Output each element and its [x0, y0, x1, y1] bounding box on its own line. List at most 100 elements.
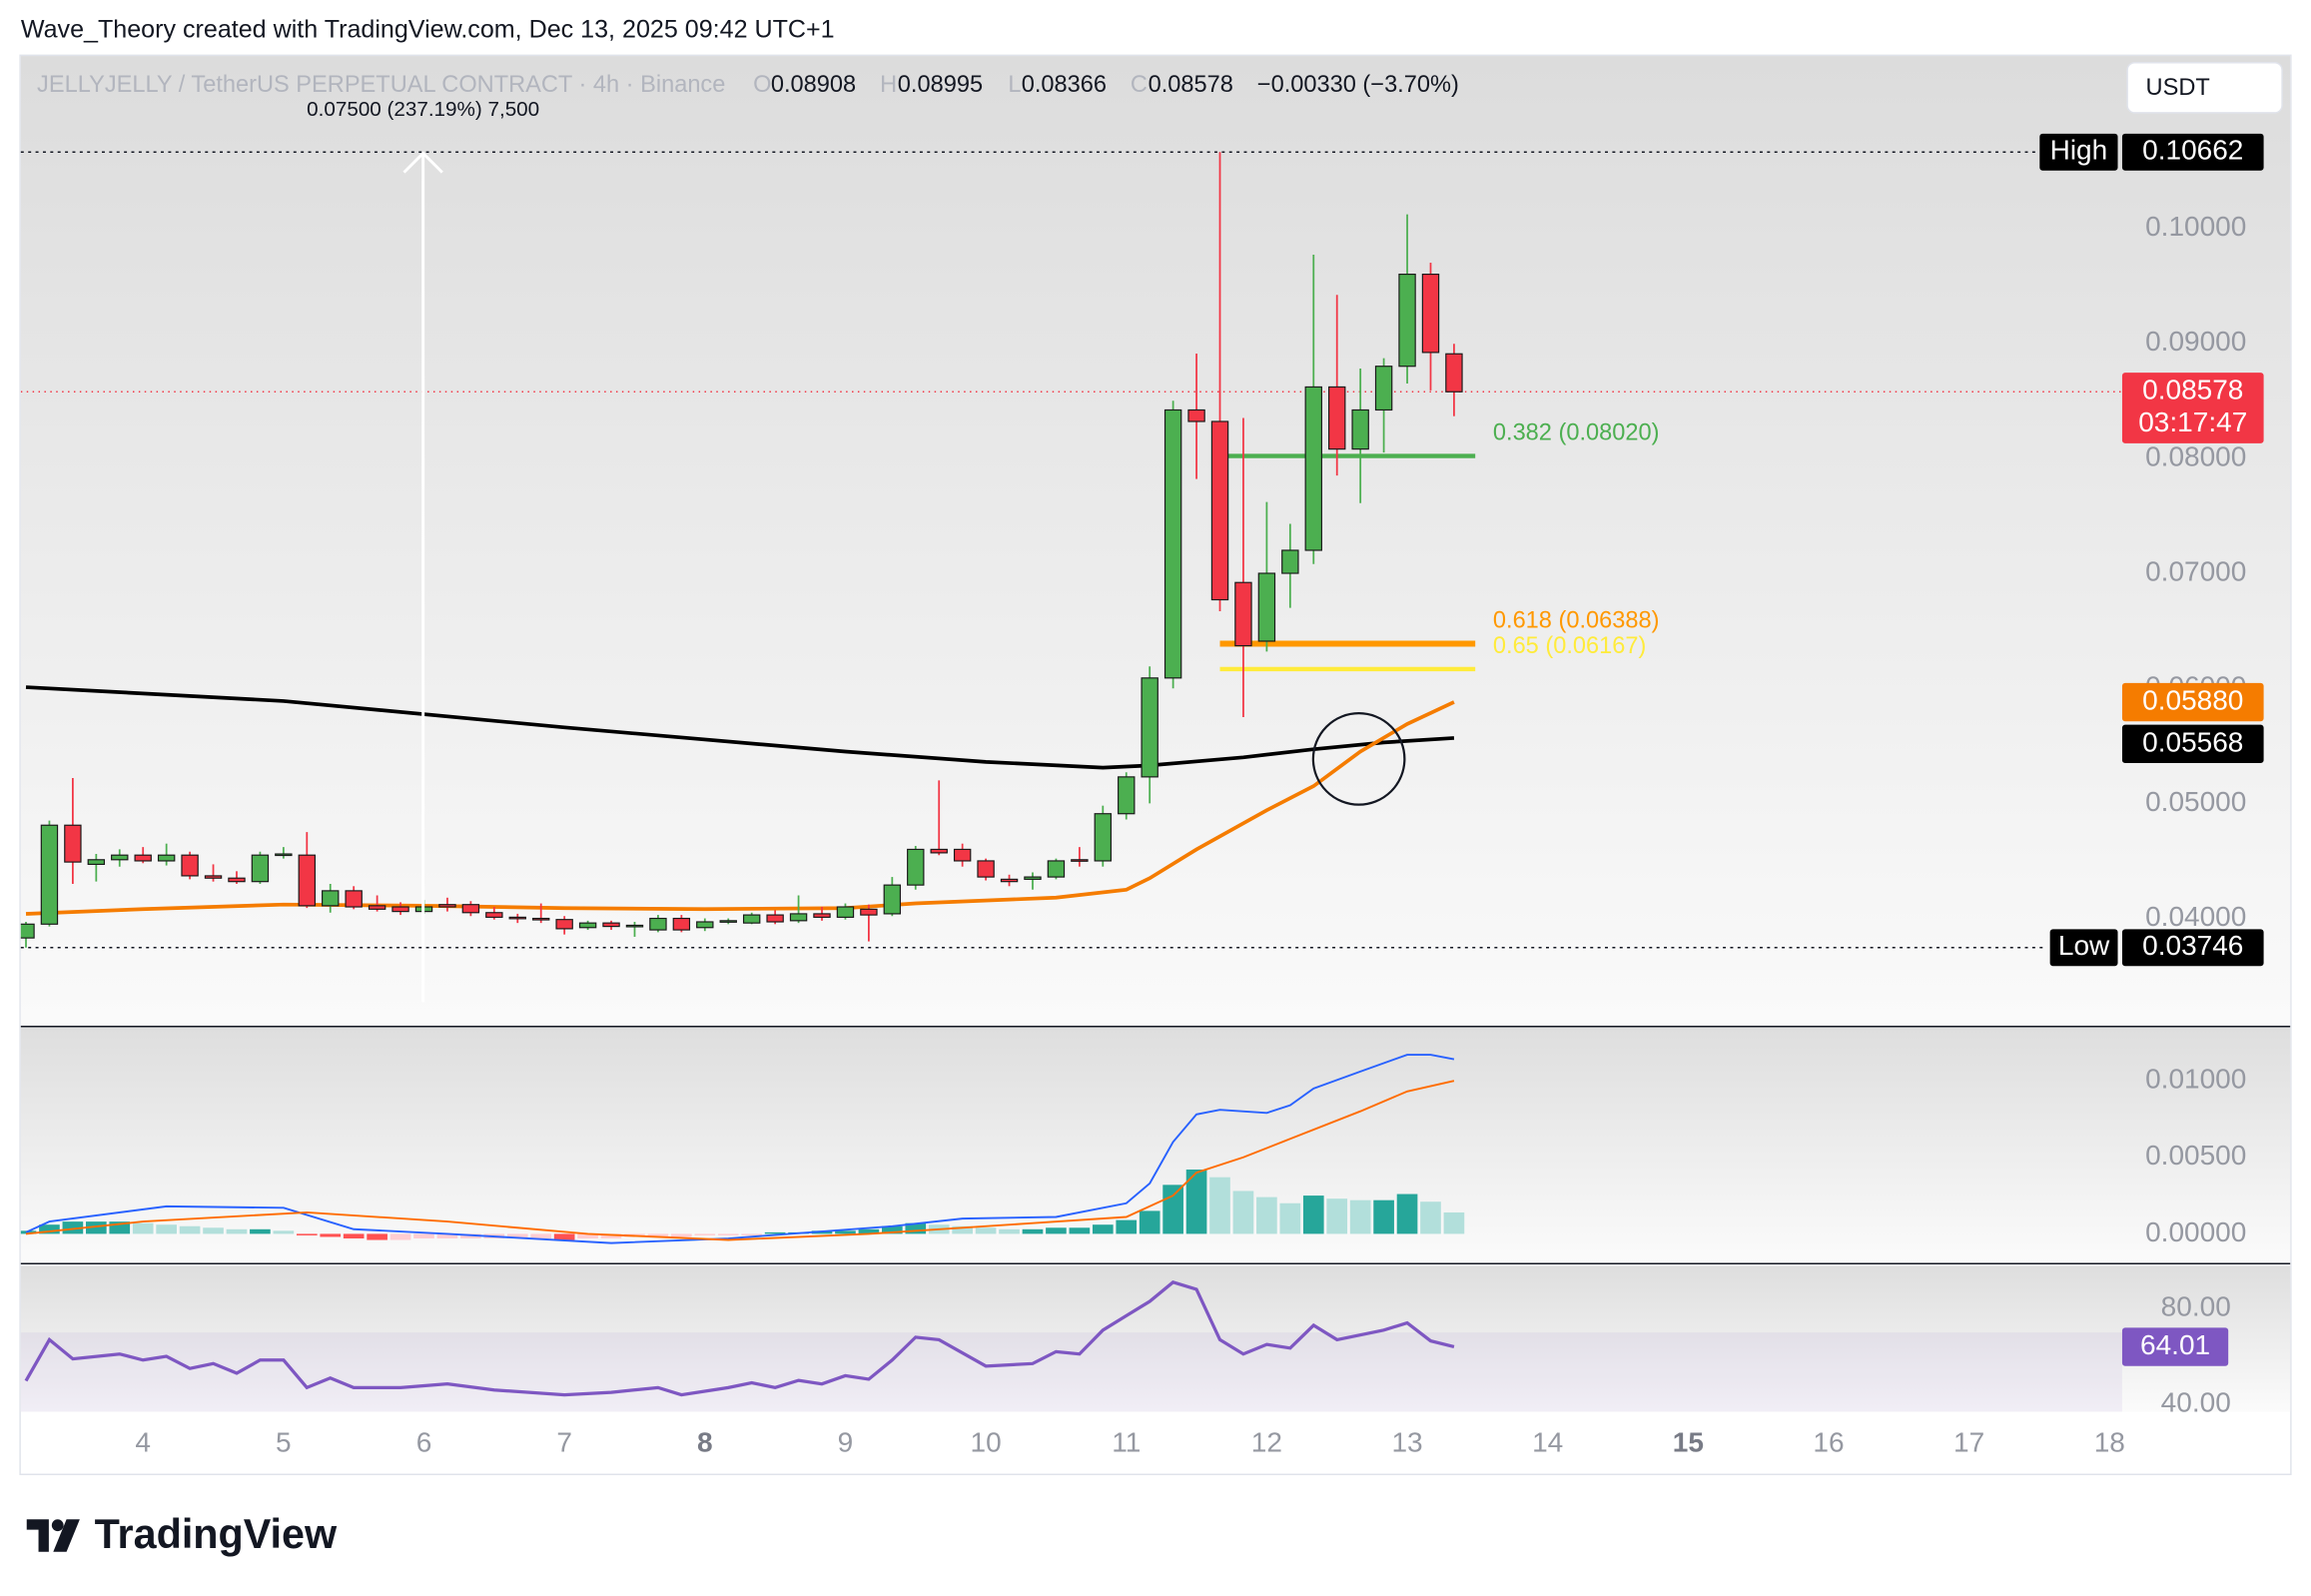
symbol-title: JELLYJELLY / TetherUS PERPETUAL CONTRACT… — [37, 72, 725, 98]
candle-body — [1328, 386, 1346, 450]
footer-logo: TradingView — [26, 1511, 338, 1557]
change-value: −0.00330 (−3.70%) — [1257, 72, 1459, 98]
candle-body — [20, 923, 35, 939]
macd-histogram-bar — [1302, 1196, 1324, 1234]
y-tick-label: 40.00 — [2161, 1387, 2231, 1418]
macd-histogram-bar — [1069, 1227, 1091, 1234]
macd-histogram-bar — [717, 1233, 739, 1235]
x-tick-label: 8 — [697, 1426, 713, 1457]
candle-body — [649, 917, 667, 931]
macd-histogram-bar — [156, 1224, 177, 1234]
macd-histogram-bar — [132, 1222, 154, 1234]
macd-line — [25, 1080, 1455, 1241]
macd-histogram-bar — [905, 1222, 927, 1234]
low-tag-box — [2121, 929, 2264, 967]
candle-body — [1187, 408, 1205, 422]
logo-text: TradingView — [95, 1511, 338, 1557]
fib-label: 0.382 (0.08020) — [1493, 420, 1660, 446]
macd-histogram-bar — [1209, 1177, 1230, 1234]
candle-body — [1163, 408, 1182, 679]
macd-histogram-bar — [1420, 1201, 1441, 1234]
x-tick-label: 12 — [1251, 1426, 1282, 1457]
macd-histogram-bar — [835, 1230, 856, 1234]
price-pane — [20, 56, 2291, 1026]
candle-body — [345, 890, 363, 908]
y-tick-label: 0.10000 — [2145, 211, 2246, 242]
y-tick-label: 0.01000 — [2145, 1064, 2246, 1095]
x-tick-label: 18 — [2094, 1426, 2125, 1457]
rsi-line — [24, 1280, 1455, 1397]
y-tick-label: 0.09000 — [2145, 326, 2246, 357]
high-tag-box — [2121, 133, 2264, 171]
y-tick-label: 0.00000 — [2145, 1216, 2246, 1247]
candle-body — [275, 853, 293, 857]
candle-body — [789, 913, 808, 922]
macd-histogram-bar — [1116, 1219, 1138, 1234]
high-label-text: High — [2050, 135, 2108, 166]
rsi-tag-box — [2121, 1327, 2229, 1366]
candle-body — [1304, 386, 1322, 551]
macd-histogram-bar — [881, 1225, 903, 1234]
rsi-band — [20, 1332, 2122, 1412]
candle-body — [134, 854, 152, 862]
macd-histogram-bar — [858, 1228, 880, 1234]
ohlc-value: 0.08908 — [771, 72, 856, 98]
ma-tag-text: 0.05568 — [2142, 726, 2243, 757]
rsi-tag-text: 64.01 — [2140, 1329, 2210, 1360]
macd-histogram-bar — [273, 1230, 295, 1234]
y-tick-label: 0.04000 — [2145, 901, 2246, 932]
x-tick-label: 11 — [1112, 1426, 1141, 1457]
ohlc-key: O — [753, 72, 771, 98]
macd-histogram-bar — [389, 1233, 411, 1240]
ohlc-value: 0.08366 — [1022, 72, 1107, 98]
macd-histogram-bar — [1046, 1227, 1067, 1234]
logo-mark — [53, 1519, 80, 1552]
ma-tag-box — [2121, 724, 2264, 764]
macd-histogram-bar — [226, 1228, 248, 1234]
candle-body — [485, 912, 503, 918]
macd-histogram-bar — [367, 1233, 387, 1240]
x-tick-label: 14 — [1532, 1426, 1563, 1457]
currency-button-label[interactable]: USDT — [2146, 75, 2210, 101]
candle-body — [766, 914, 784, 923]
plot-layer — [20, 152, 2122, 1412]
candle-body — [977, 860, 995, 878]
macd-histogram-bar — [250, 1228, 271, 1234]
y-tick-label: 0.00500 — [2145, 1140, 2246, 1171]
candle-body — [1024, 876, 1042, 880]
measure-arrowhead — [402, 151, 443, 174]
candle-body — [1351, 408, 1369, 450]
currency-button[interactable]: USDT — [2126, 61, 2283, 114]
candle-body — [1210, 420, 1229, 601]
currency-button-box[interactable] — [2126, 61, 2283, 114]
candle-body — [602, 922, 620, 928]
ohlc-key: C — [1131, 72, 1148, 98]
macd-histogram-bar — [506, 1233, 528, 1239]
candle-body — [64, 824, 82, 863]
last-price-text: 0.08578 — [2142, 375, 2243, 405]
ma-tag-box — [2121, 682, 2264, 722]
candle-body — [532, 917, 550, 921]
candle-body — [1118, 776, 1136, 815]
macd-histogram-bar — [39, 1224, 60, 1234]
ohlc-key: H — [880, 72, 897, 98]
y-tick-label: 0.08000 — [2145, 440, 2246, 471]
ohlc-value: 0.08995 — [898, 72, 983, 98]
x-tick-label: 5 — [276, 1426, 292, 1457]
macd-histogram-bar — [85, 1221, 107, 1234]
x-tick-label: 13 — [1391, 1426, 1422, 1457]
macd-histogram-bar — [577, 1233, 598, 1239]
watermark: Wave_Theory created with TradingView.com… — [21, 16, 835, 44]
y-tick-label: 0.07000 — [2145, 555, 2246, 586]
ma-tag-text: 0.05880 — [2142, 684, 2243, 715]
candle-body — [322, 890, 340, 907]
low-tag-text: 0.03746 — [2142, 930, 2243, 961]
candle-body — [1141, 677, 1158, 778]
candle-body — [625, 924, 644, 928]
candle-body — [438, 904, 456, 908]
plot-clip — [20, 152, 2122, 1412]
candle-body — [672, 917, 691, 931]
candle-body — [1445, 353, 1463, 393]
macd-histogram-bar — [975, 1227, 997, 1234]
